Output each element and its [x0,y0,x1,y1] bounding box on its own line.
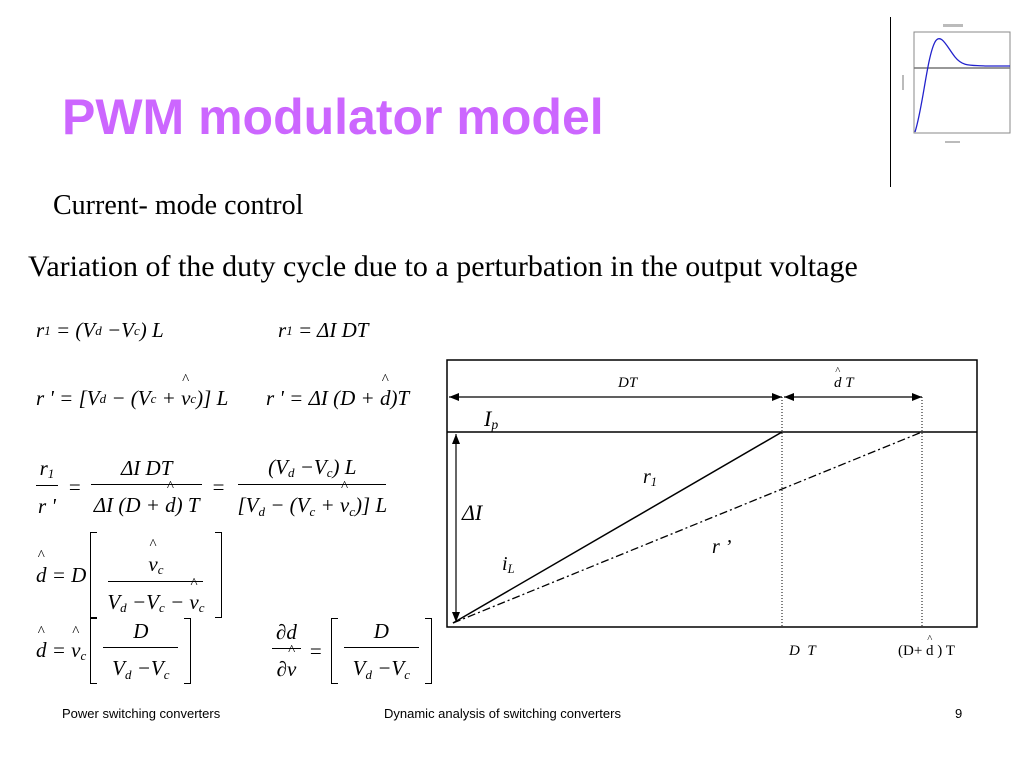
label-dhat-t-span: \hat{d} T [834,375,854,392]
bracket: D V_{d} −V_{c} [330,618,432,684]
equation-partial-derivative: ∂d∂\hat{v} = DV_{d} −V_{c} [268,618,436,684]
numerator: ΔI DT [90,456,203,486]
equation-dhat-simplified: \hat{d} = \hat{v}_{c} D V_{d} −V_{c} [36,618,195,684]
label-dt-span: DT [618,375,638,391]
denominator: ΔI (D + \hat{d}) T [90,485,204,518]
bracket: D V_{d} −V_{c} [90,618,192,684]
label-delta-i: ΔI [462,500,483,525]
label-dt-axis: D T [789,643,816,659]
diagram-frame [446,359,978,628]
numerator: (V_{d} −V_{c}) L [238,455,387,486]
step-response-thumbnail [890,17,1024,187]
label-r1: r_{1} [643,466,657,490]
fraction: (V_{d} −V_{c}) L[V_{d} − (V_{c} + \hat{v… [233,455,391,520]
equation-dhat: \hat{d} = D \hat{v}_{c}V_{d} −V_{c} − \h… [36,532,226,618]
equation-r1-voltage: r_{1} = (V_{d} −V_{c}) L [36,318,164,342]
footer-left: Power switching converters [62,706,221,721]
fraction: r_{1}r ' [34,456,60,519]
thumbnail-divider [890,17,891,187]
numerator: ∂d [272,620,301,649]
step-response-plot-image [902,24,1011,143]
lhs: \hat{d} = \hat{v}_{c} [36,638,86,664]
denominator: ∂\hat{v} [273,649,301,682]
label-ip: I_{p} [484,406,499,433]
equation-rprime-current: r ' = ΔI (D + \hat{d})T [266,386,409,411]
lhs: \hat{d} = D [36,563,86,588]
subtitle: Current- mode control [53,190,304,221]
denominator: V_{d} −V_{c} [112,656,170,682]
slope-rprime-line [452,431,923,624]
bracket: \hat{v}_{c}V_{d} −V_{c} − \hat{v}_{c} [90,532,222,618]
label-il: i_{L} [502,553,515,577]
numerator: \hat{v}_{c} [108,534,204,582]
numerator: r_{1} [35,456,59,486]
numerator: D [103,619,179,649]
label-ddt-axis: (D+ \hat{d} ) T [898,643,955,660]
equation-r1-current: r_{1} = ΔI DT [278,318,369,342]
denominator: V_{d} −V_{c} − \hat{v}_{c} [103,582,208,616]
description: Variation of the duty cycle due to a per… [28,250,858,283]
denominator: r ' [38,493,56,518]
slope-r1-line [452,431,783,624]
denominator: [V_{d} − (V_{c} + \hat{v}_{c})] L [233,485,391,519]
label-rprime: r ’ [712,536,732,558]
page-number: 9 [955,706,963,721]
equation-rprime-voltage: r ' = [V_{d} − (V_{c} + \hat{v}_{c})] L [36,386,228,411]
footer-center: Dynamic analysis of switching converters [384,706,621,721]
numerator: D [343,619,419,649]
slide-title: PWM modulator model [62,89,604,145]
denominator: V_{d} −V_{c} [352,656,410,682]
